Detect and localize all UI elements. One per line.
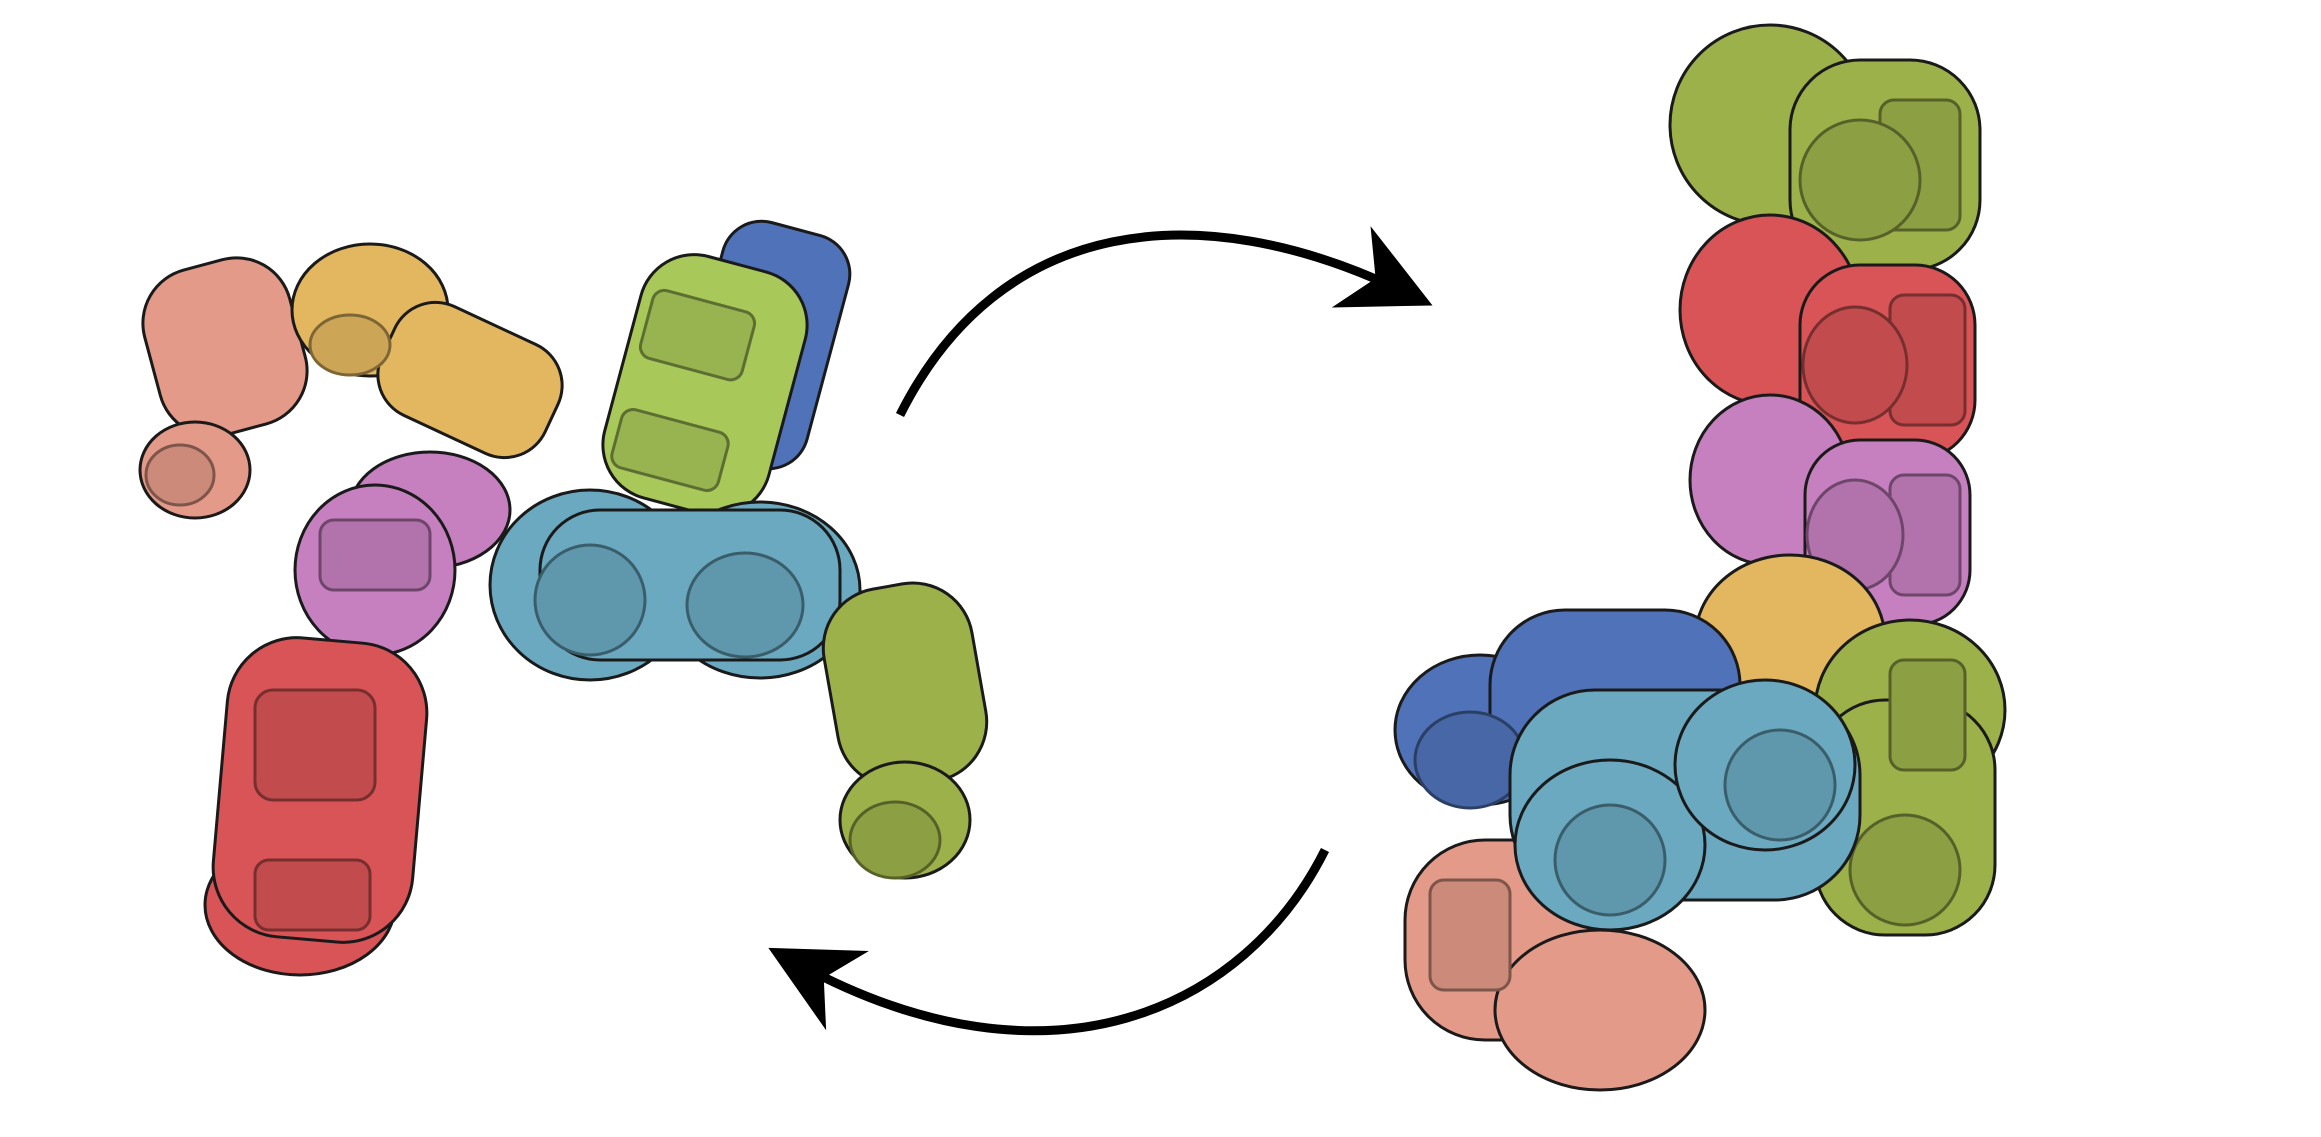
module-green-left xyxy=(601,253,809,517)
arrow-backward xyxy=(768,847,1330,1036)
module-green-right xyxy=(1813,618,2007,937)
module-red-right xyxy=(1678,213,1977,462)
module-teal-left xyxy=(488,488,862,682)
module-teal-right xyxy=(1508,678,1862,932)
unfolded-configuration xyxy=(138,219,989,977)
folded-configuration xyxy=(1393,23,2007,1092)
transition-arrows xyxy=(768,226,1433,1036)
arrow-forward xyxy=(895,226,1433,418)
module-olive-left xyxy=(821,581,989,880)
module-salmon-right xyxy=(1403,838,1707,1092)
module-purple-left xyxy=(293,450,512,657)
module-salmon-left xyxy=(138,256,309,520)
module-orange-left xyxy=(290,242,564,460)
module-red-left xyxy=(203,636,429,977)
module-olive-right xyxy=(1668,23,1982,272)
